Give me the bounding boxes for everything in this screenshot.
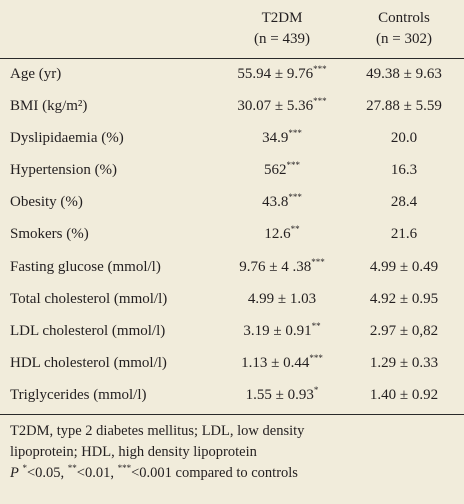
row-t2dm-value: 1.13 ± 0.44*** xyxy=(220,352,344,372)
row-t2dm-number: 30.07 ± 5.36 xyxy=(237,98,314,115)
row-controls-value: 4.99 ± 0.49 xyxy=(369,258,439,275)
row-t2dm-value: 43.8*** xyxy=(220,192,344,211)
footnote-sig3-text: <0.001 compared to controls xyxy=(131,465,298,481)
row-t2dm-number: 12.6 xyxy=(264,226,291,243)
row-controls-value: 1.29 ± 0.33 xyxy=(369,354,439,371)
row-t2dm-number: 3.19 ± 0.91 xyxy=(243,322,312,339)
row-t2dm-number: 4.99 ± 1.03 xyxy=(247,290,317,307)
row-controls-value: 1.40 ± 0.92 xyxy=(369,386,439,403)
row-t2dm-value: 4.99 ± 1.03 xyxy=(220,291,344,308)
footnote-line-3: P *<0.05, **<0.01, ***<0.001 compared to… xyxy=(10,463,454,484)
row-label: Age (yr) xyxy=(10,66,62,82)
row-t2dm-significance: *** xyxy=(288,128,302,139)
row-controls-value: 21.6 xyxy=(390,226,418,243)
header-t2dm: T2DM (n = 439) xyxy=(220,8,344,50)
row-t2dm-number: 1.13 ± 0.44 xyxy=(241,354,310,371)
table-row: BMI (kg/m²) 30.07 ± 5.36*** 27.88 ± 5.59 xyxy=(0,91,464,123)
row-t2dm-significance: *** xyxy=(309,352,323,363)
table-body: Age (yr) 55.94 ± 9.76*** 49.38 ± 9.63 BMI (… xyxy=(0,59,464,412)
row-t2dm-value: 1.55 ± 0.93* xyxy=(220,384,344,404)
row-t2dm-value: 55.94 ± 9.76*** xyxy=(220,64,344,83)
row-controls-value: 28.4 xyxy=(390,194,418,211)
row-t2dm-significance: ** xyxy=(311,320,321,331)
row-controls-value: 20.0 xyxy=(390,130,418,147)
footnote-sig3: *** xyxy=(117,463,132,473)
row-controls-value: 49.38 ± 9.63 xyxy=(366,66,442,82)
table-row: Total cholesterol (mmol/l) 4.99 ± 1.03 4.9… xyxy=(0,284,464,316)
row-t2dm-value: 30.07 ± 5.36*** xyxy=(220,96,344,115)
row-controls-value: 27.88 ± 5.59 xyxy=(366,98,442,115)
row-t2dm-significance: *** xyxy=(313,96,327,107)
row-t2dm-significance: *** xyxy=(313,64,327,74)
row-label: Triglycerides (mmol/l) xyxy=(10,386,147,403)
footnote-sig2: ** xyxy=(67,463,77,473)
row-t2dm-number: 9.76 ± 4 .38 xyxy=(239,258,312,275)
table-row: Triglycerides (mmol/l) 1.55 ± 0.93* 1.40 ±… xyxy=(0,380,464,412)
row-t2dm-value: 3.19 ± 0.91** xyxy=(220,320,344,340)
row-label: Total cholesterol (mmol/l) xyxy=(10,290,168,307)
footnote-line-1: T2DM, type 2 diabetes mellitus; LDL, low… xyxy=(10,423,305,439)
table-row: LDL cholesterol (mmol/l) 3.19 ± 0.91** 2.9… xyxy=(0,316,464,348)
row-t2dm-number: 34.9 xyxy=(262,130,289,147)
row-t2dm-value: 34.9*** xyxy=(220,128,344,147)
footnote-line-2: lipoprotein; HDL, high density lipoprote… xyxy=(10,444,257,460)
header-t2dm-n: (n = 439) xyxy=(254,31,310,47)
table-row: Age (yr) 55.94 ± 9.76*** 49.38 ± 9.63 xyxy=(0,59,464,91)
table-row: HDL cholesterol (mmol/l) 1.13 ± 0.44*** 1.… xyxy=(0,348,464,380)
row-t2dm-value: 562*** xyxy=(220,160,344,179)
row-label: BMI (kg/m²) xyxy=(10,98,88,115)
table-row: Smokers (%) 12.6** 21.6 xyxy=(0,219,464,251)
row-t2dm-number: 55.94 ± 9.76 xyxy=(237,66,314,82)
row-t2dm-significance: *** xyxy=(286,160,301,171)
row-label: Smokers (%) xyxy=(10,226,89,243)
row-label: Hypertension (%) xyxy=(10,162,118,179)
header-t2dm-title: T2DM xyxy=(261,10,303,26)
footnote-p-label: P xyxy=(10,465,19,481)
header-controls: Controls (n = 302) xyxy=(344,8,464,50)
table-row: Fasting glucose (mmol/l) 9.76 ± 4 .38*** 4… xyxy=(0,252,464,284)
header-controls-n: (n = 302) xyxy=(376,31,432,47)
row-t2dm-significance: *** xyxy=(288,192,302,203)
row-t2dm-number: 1.55 ± 0.93 xyxy=(245,386,314,403)
table-row: Dyslipidaemia (%) 34.9*** 20.0 xyxy=(0,123,464,155)
row-t2dm-value: 9.76 ± 4 .38*** xyxy=(220,256,344,276)
row-t2dm-number: 562 xyxy=(264,162,287,179)
footnote-sig1-text: <0.05, xyxy=(26,465,68,481)
row-t2dm-significance: * xyxy=(313,384,319,395)
row-label: Dyslipidaemia (%) xyxy=(10,130,124,147)
footnote-sig1: * xyxy=(22,463,27,473)
row-t2dm-significance: ** xyxy=(290,224,300,235)
table-row: Obesity (%) 43.8*** 28.4 xyxy=(0,187,464,219)
row-label: Obesity (%) xyxy=(10,194,83,211)
row-label: Fasting glucose (mmol/l) xyxy=(10,258,161,275)
row-t2dm-number: 43.8 xyxy=(262,194,289,211)
row-controls-value: 4.92 ± 0.95 xyxy=(369,290,439,307)
footnote-sig2-text: <0.01, xyxy=(76,465,118,481)
table-row: Hypertension (%) 562*** 16.3 xyxy=(0,155,464,187)
row-label: LDL cholesterol (mmol/l) xyxy=(10,322,166,339)
header-controls-title: Controls xyxy=(378,10,430,26)
table-header: T2DM (n = 439) Controls (n = 302) xyxy=(0,0,464,59)
row-controls-value: 16.3 xyxy=(390,162,418,179)
row-t2dm-significance: *** xyxy=(311,256,325,267)
row-t2dm-value: 12.6** xyxy=(220,224,344,243)
table-footnote: T2DM, type 2 diabetes mellitus; LDL, low… xyxy=(0,414,464,504)
row-controls-value: 2.97 ± 0,82 xyxy=(369,322,439,339)
row-label: HDL cholesterol (mmol/l) xyxy=(10,354,167,371)
